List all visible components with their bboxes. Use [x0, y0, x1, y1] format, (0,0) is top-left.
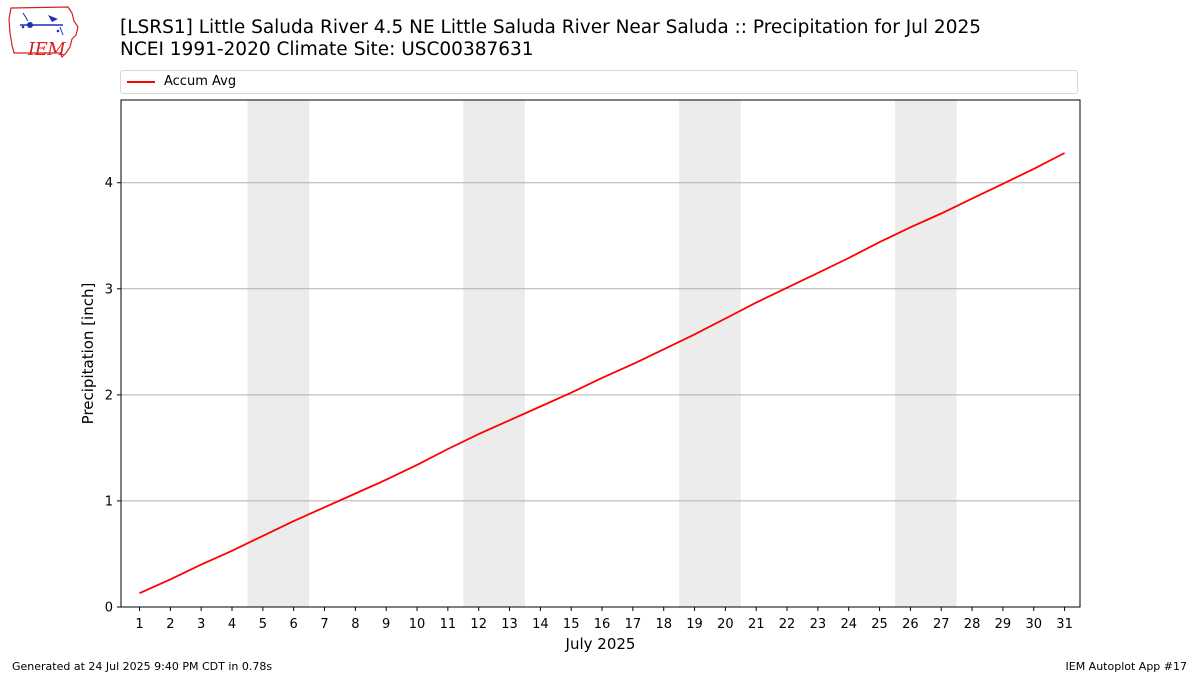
- x-tick-label: 9: [382, 617, 390, 632]
- plot-frame: [120, 99, 1081, 608]
- x-tick-label: 19: [686, 617, 703, 632]
- y-tick-label: 1: [105, 494, 113, 509]
- app-footer: IEM Autoplot App #17: [1065, 660, 1188, 673]
- series-line-accum-avg: [139, 152, 1066, 595]
- x-tick-label: 5: [259, 617, 267, 632]
- x-tick-label: 23: [810, 617, 827, 632]
- x-tick-label: 21: [748, 617, 765, 632]
- legend-swatch-accum-avg: [127, 81, 155, 83]
- x-tick-label: 15: [563, 617, 580, 632]
- x-axis-label: July 2025: [565, 635, 636, 653]
- x-tick-label: 25: [871, 617, 888, 632]
- iem-logo: IEM: [8, 5, 80, 60]
- weekend-band: [463, 100, 525, 607]
- weekend-band: [679, 100, 741, 607]
- x-tick-label: 12: [470, 617, 487, 632]
- y-tick-label: 3: [105, 282, 113, 297]
- weekend-band: [247, 100, 310, 607]
- x-tick-label: 10: [409, 617, 426, 632]
- x-tick-label: 30: [1025, 617, 1042, 632]
- legend: Accum Avg: [120, 70, 1078, 94]
- x-tick-label: 7: [320, 617, 328, 632]
- x-tick-label: 2: [166, 617, 174, 632]
- weekend-band: [894, 100, 957, 607]
- x-tick-label: 6: [290, 617, 298, 632]
- y-axis-label: Precipitation [inch]: [79, 283, 97, 425]
- chart-subtitle: NCEI 1991-2020 Climate Site: USC00387631: [120, 39, 534, 60]
- x-tick-label: 29: [995, 617, 1012, 632]
- x-tick-label: 4: [228, 617, 236, 632]
- x-tick-label: 24: [840, 617, 857, 632]
- logo-text: IEM: [28, 39, 66, 60]
- x-tick-label: 22: [779, 617, 796, 632]
- x-tick-label: 28: [964, 617, 981, 632]
- x-tick-label: 16: [594, 617, 611, 632]
- x-tick-label: 31: [1056, 617, 1073, 632]
- chart-title: [LSRS1] Little Saluda River 4.5 NE Littl…: [120, 17, 981, 38]
- generated-footer: Generated at 24 Jul 2025 9:40 PM CDT in …: [12, 660, 273, 673]
- y-tick-label: 0: [105, 601, 113, 616]
- x-tick-label: 18: [655, 617, 672, 632]
- x-tick-label: 17: [625, 617, 642, 632]
- x-tick-label: 1: [135, 617, 143, 632]
- x-tick-label: 14: [532, 617, 549, 632]
- y-tick-label: 2: [105, 388, 113, 403]
- x-tick-label: 3: [197, 617, 205, 632]
- x-tick-label: 20: [717, 617, 734, 632]
- x-tick-label: 13: [501, 617, 518, 632]
- x-tick-label: 26: [902, 617, 919, 632]
- legend-label-accum-avg: Accum Avg: [164, 74, 237, 89]
- x-tick-label: 27: [933, 617, 950, 632]
- iowa-state-outline-icon: [8, 6, 79, 59]
- x-tick-label: 8: [351, 617, 359, 632]
- x-tick-label: 11: [440, 617, 457, 632]
- y-tick-label: 4: [105, 176, 113, 191]
